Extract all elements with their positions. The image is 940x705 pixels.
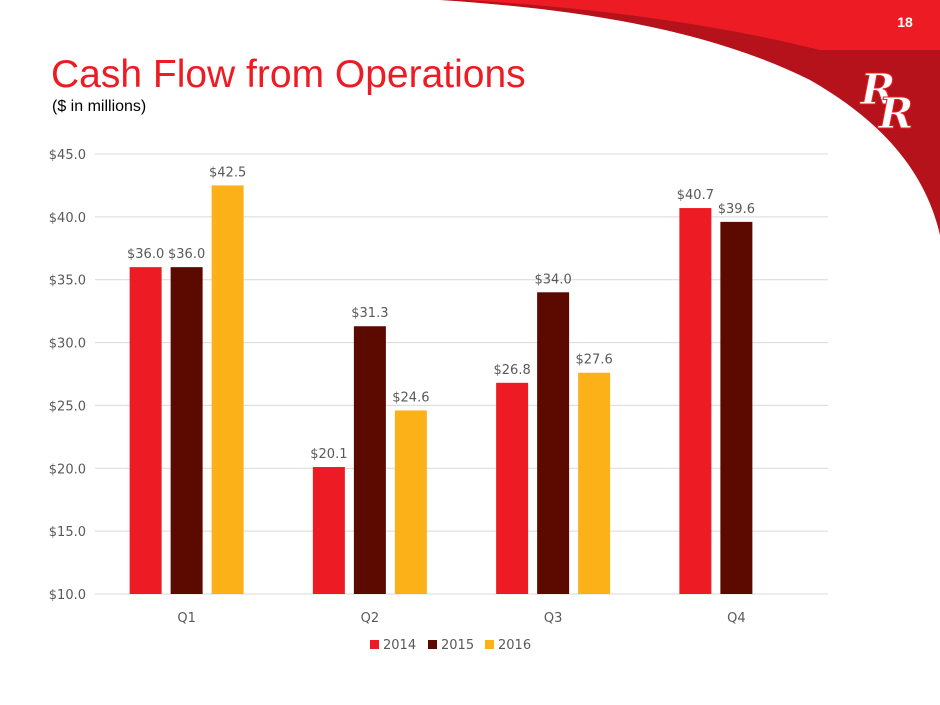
y-tick-label: $10.0	[49, 588, 86, 603]
legend-label-2016: 2016	[498, 638, 531, 653]
bar-2016-q2	[394, 410, 427, 594]
legend-swatch-2014	[370, 640, 379, 649]
bar-2014-q2	[312, 467, 345, 594]
y-tick-label: $35.0	[49, 274, 86, 289]
x-tick-label: Q2	[361, 611, 380, 626]
y-tick-label: $20.0	[49, 462, 86, 477]
data-label: $40.7	[677, 188, 714, 203]
bar-2014-q4	[679, 208, 712, 595]
legend-swatch-2015	[428, 640, 437, 649]
data-label: $42.5	[209, 165, 246, 180]
svg-text:R: R	[860, 65, 896, 114]
data-label: $31.3	[351, 306, 388, 321]
data-label: $20.1	[310, 447, 347, 462]
data-label: $34.0	[535, 272, 572, 287]
page-title: Cash Flow from Operations	[51, 53, 526, 96]
bar-2016-q1	[211, 185, 244, 594]
data-label: $36.0	[168, 247, 205, 262]
y-tick-label: $45.0	[49, 148, 86, 163]
data-label: $27.6	[576, 353, 613, 368]
x-tick-label: Q4	[727, 611, 746, 626]
data-label: $39.6	[718, 202, 755, 217]
page-subtitle: ($ in millions)	[52, 98, 147, 115]
legend: 2014 2015 2016	[370, 638, 531, 653]
legend-swatch-2016	[485, 640, 494, 649]
bar-2015-q1	[170, 267, 203, 594]
bar-2015-q3	[537, 292, 570, 594]
bar-2015-q2	[353, 326, 386, 594]
y-tick-label: $30.0	[49, 337, 86, 352]
y-tick-label: $40.0	[49, 211, 86, 226]
y-tick-label: $15.0	[49, 525, 86, 540]
data-label: $26.8	[494, 363, 531, 378]
x-tick-label: Q3	[544, 611, 563, 626]
legend-label-2015: 2015	[441, 638, 474, 653]
svg-text:R: R	[878, 89, 914, 138]
rr-monogram-logo: R R	[859, 65, 914, 139]
y-tick-label: $25.0	[49, 399, 86, 414]
bar-2016-q3	[578, 372, 611, 594]
gridlines	[95, 153, 828, 595]
data-label: $36.0	[127, 247, 164, 262]
bar-2015-q4	[720, 221, 753, 594]
bars: $36.0 $36.0 $42.5 $20.1 $31.3 $24.6 $26.8 $34.0…	[127, 165, 755, 595]
bar-2014-q3	[496, 382, 529, 594]
bar-2014-q1	[129, 267, 162, 594]
y-axis: $10.0 $15.0 $20.0 $25.0 $30.0 $35.0 $40.0 $45.0	[49, 148, 86, 603]
x-axis: Q1 Q2 Q3 Q4	[177, 611, 745, 626]
x-tick-label: Q1	[177, 611, 196, 626]
slide-number: 18	[897, 14, 913, 30]
legend-label-2014: 2014	[383, 638, 416, 653]
data-label: $24.6	[392, 390, 429, 405]
